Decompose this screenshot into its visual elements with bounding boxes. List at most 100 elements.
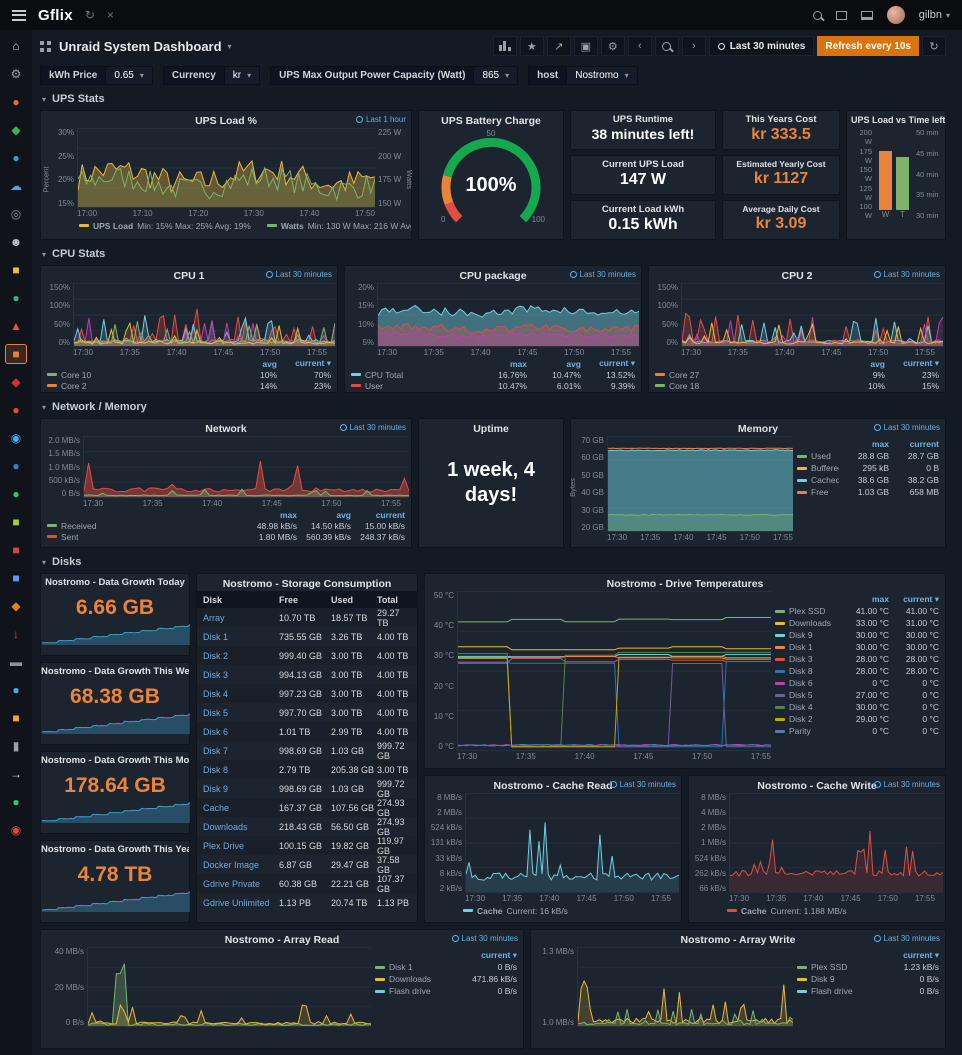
sidebar-app-icon[interactable]: ▬ [5,652,27,672]
legend-item[interactable]: Disk 4 30.00 °C 0 °C [775,701,939,713]
row-header-network-memory[interactable]: ▾ Network / Memory [40,399,946,415]
disk-name[interactable]: Disk 9 [203,783,229,794]
panel-data-growth-year[interactable]: Nostromo - Data Growth This Year 4.78 TB [40,840,190,923]
legend-item[interactable]: Sent 1.80 MB/s 560.39 kB/s 248.37 kB/s [47,531,405,542]
legend-item[interactable]: Downloads 471.86 kB/s [375,973,517,985]
panel-cpu-1[interactable]: CPU 1 Last 30 minutes 150% 100% 50% 0% 17:3… [40,265,338,393]
sidebar-app-icon[interactable]: ☻ [5,232,27,252]
sidebar-app-icon[interactable]: ● [5,792,27,812]
panel-network[interactable]: Network Last 30 minutes 2.0 MB/s 1.5 MB/s… [40,418,412,548]
row-header-disks[interactable]: ▾ Disks [40,554,946,570]
disk-name[interactable]: Disk 4 [203,688,229,699]
legend-item[interactable]: Core 27 9% 23% [655,369,939,380]
legend-item[interactable]: Flash drive 0 B/s [797,985,939,997]
sidebar-app-icon[interactable]: ◆ [5,372,27,392]
star-icon[interactable]: ★ [519,36,544,56]
table-row[interactable]: Disk 3 994.13 GB 3.00 TB 4.00 TB [197,665,417,684]
disk-name[interactable]: Gdrive Unlimited [203,897,270,908]
sidebar-app-icon[interactable]: ■ [5,568,27,588]
share-icon[interactable]: ↗ [546,36,571,56]
sidebar-app-icon[interactable]: ● [5,400,27,420]
disk-name[interactable]: Disk 3 [203,669,229,680]
legend-item[interactable]: Received 48.98 kB/s 14.50 kB/s 15.00 kB/s [47,520,405,531]
panel-cpu-2[interactable]: CPU 2 Last 30 minutes 150% 100% 50% 0% 17:3… [648,265,946,393]
variable-value-dropdown[interactable]: 865 ▾ [474,65,519,85]
panel-title[interactable]: Nostromo - Cache Write [757,780,877,792]
panel-title[interactable]: UPS Battery Charge [441,115,541,127]
legend-item[interactable]: CPU Total 16.76% 10.47% 13.52% [351,369,635,380]
sidebar-app-icon[interactable]: ↓ [5,624,27,644]
panel-title[interactable]: Nostromo - Cache Read [493,780,613,792]
panel-title[interactable]: Nostromo - Array Write [680,934,796,946]
legend-header[interactable]: max avg current [279,509,405,520]
table-row[interactable]: Disk 4 997.23 GB 3.00 TB 4.00 TB [197,684,417,703]
panel-drive-temperatures[interactable]: Nostromo - Drive Temperatures 50 °C 40 °C… [424,573,946,769]
disk-name[interactable]: Docker Image [203,859,260,870]
disk-name[interactable]: Disk 1 [203,631,229,642]
panel-title[interactable]: Nostromo - Storage Consumption [222,578,392,590]
time-back-icon[interactable]: ‹ [627,36,652,56]
panel-array-read[interactable]: Nostromo - Array Read Last 30 minutes 40… [40,929,524,1049]
menu-icon[interactable] [12,9,26,21]
time-range-picker[interactable]: Last 30 minutes [708,36,815,56]
panel-current-ups-load[interactable]: Current UPS Load 147 W [570,155,716,195]
panel-title[interactable]: Memory [737,423,779,435]
legend-item[interactable]: Core 18 10% 15% [655,380,939,391]
template-variable[interactable]: kWh Price 0.65 ▾ [40,65,153,85]
search-icon[interactable] [812,10,822,20]
cpu1-graph[interactable] [73,283,335,347]
dashboard-title[interactable]: Unraid System Dashboard ▾ [59,39,232,54]
disk-name[interactable]: Disk 8 [203,764,229,775]
legend-item[interactable]: Plex SSD 41.00 °C 41.00 °C [775,605,939,617]
legend-item[interactable]: Disk 3 28.00 °C 28.00 °C [775,653,939,665]
template-variable[interactable]: host Nostromo ▾ [528,65,638,85]
panel-data-growth-today[interactable]: Nostromo - Data Growth Today 6.66 GB [40,573,190,656]
panel-title[interactable]: CPU 1 [173,270,205,282]
table-header[interactable]: Disk Free Used Total [197,591,417,608]
panel-memory[interactable]: Memory Last 30 minutes Bytes 70 GB 60 GB 5… [568,418,946,548]
sidebar-app-icon[interactable]: ● [5,680,27,700]
table-row[interactable]: Cache 167.37 GB 107.56 GB 274.93 GB [197,798,417,818]
table-row[interactable]: Disk 2 999.40 GB 3.00 TB 4.00 TB [197,646,417,665]
disk-name[interactable]: Gdrive Private [203,878,261,889]
table-row[interactable]: Gdrive Unlimited 1.13 PB 20.74 TB 1.13 P… [197,893,417,912]
panel-cache-write[interactable]: Nostromo - Cache Write Last 30 minutes 8… [688,775,946,923]
save-icon[interactable]: ▣ [573,36,598,56]
panel-estimated-yearly-cost[interactable]: Estimated Yearly Cost kr 1127 [722,155,840,195]
panel-data-growth-month[interactable]: Nostromo - Data Growth This Month 178.64… [40,751,190,834]
legend-item[interactable]: Buffered 295 kB0 B [797,462,939,474]
panel-title[interactable]: Nostromo - Drive Temperatures [606,578,764,590]
table-row[interactable]: Disk 7 998.69 GB 1.03 GB 999.72 GB [197,741,417,761]
sidebar-app-icon[interactable]: ◆ [5,596,27,616]
cpu2-graph[interactable] [681,283,943,347]
cache-write-graph[interactable] [729,793,943,893]
sidebar-app-icon[interactable]: ⚙ [5,64,27,84]
legend-item[interactable]: Core 2 14% 23% [47,380,331,391]
table-row[interactable]: Array 10.70 TB 18.57 TB 29.27 TB [197,608,417,628]
sidebar-app-icon[interactable]: ◎ [5,204,27,224]
panel-ups-runtime[interactable]: UPS Runtime 38 minutes left! [570,110,716,150]
table-row[interactable]: Plex Drive 100.15 GB 19.82 GB 119.97 GB [197,836,417,856]
sidebar-app-icon[interactable]: ☁ [5,176,27,196]
disk-name[interactable]: Disk 2 [203,650,229,661]
panel-array-write[interactable]: Nostromo - Array Write Last 30 minutes 1… [530,929,946,1049]
legend-item[interactable]: Disk 2 29.00 °C 0 °C [775,713,939,725]
legend-item[interactable]: Cache Current: 1.188 MB/s [727,905,847,916]
bar-chart[interactable]: W T [875,128,913,220]
table-row[interactable]: Docker Image 6.87 GB 29.47 GB 37.58 GB [197,855,417,875]
bar[interactable]: W [879,128,892,220]
disk-name[interactable]: Disk 6 [203,726,229,737]
legend-header[interactable]: avg current ▾ [262,358,331,369]
legend-item[interactable]: Used 28.8 GB 28.7 GB [797,450,939,462]
legend-item[interactable]: Downloads 33.00 °C 31.00 °C [775,617,939,629]
legend-item[interactable]: UPS Load Min: 15% Max: 25% Avg: 19% [79,220,251,231]
legend-header[interactable]: max current [871,439,939,449]
disk-name[interactable]: Plex Drive [203,840,245,851]
legend-item[interactable]: User 10.47% 6.01% 9.39% [351,380,635,391]
legend-item[interactable]: Plex SSD 1.23 kB/s [797,961,939,973]
table-row[interactable]: Disk 6 1.01 TB 2.99 TB 4.00 TB [197,722,417,741]
dashboard-picker-icon[interactable] [40,40,51,52]
sidebar-app-icon[interactable]: → [5,764,27,784]
legend-header[interactable]: current ▾ [903,949,939,960]
